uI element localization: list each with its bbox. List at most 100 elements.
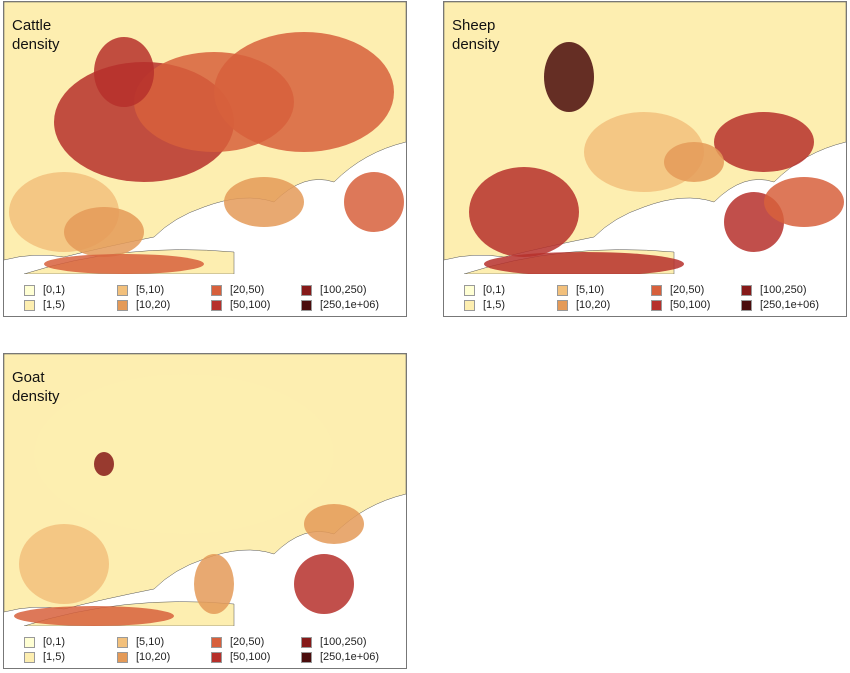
legend-label: [250,1e+06): [320, 299, 380, 311]
legend-item: [100,250): [301, 284, 366, 296]
density-region: [714, 112, 814, 172]
legend-item: [10,20): [117, 299, 170, 311]
density-region: [94, 452, 114, 476]
legend-swatch: [741, 299, 752, 311]
legend-swatch: [301, 299, 312, 311]
map: [4, 2, 406, 274]
legend-swatch: [557, 284, 568, 296]
legend-swatch: [211, 284, 222, 296]
legend-swatch: [24, 284, 35, 296]
legend-swatch: [301, 284, 312, 296]
legend-swatch: [24, 299, 35, 311]
legend-label: [5,10): [136, 284, 165, 296]
legend-item: [100,250): [301, 636, 366, 648]
panel-title: Goat density: [12, 369, 60, 405]
legend-item: [0,1): [24, 284, 65, 296]
legend-label: [100,250): [320, 636, 367, 648]
legend-label: [10,20): [136, 299, 171, 311]
legend-label: [5,10): [576, 284, 605, 296]
legend-swatch: [117, 651, 128, 663]
legend-label: [100,250): [320, 284, 367, 296]
density-region: [64, 207, 144, 257]
legend-label: [10,20): [136, 651, 171, 663]
legend-swatch: [301, 651, 312, 663]
map-panel: Cattle density [0,1) [1,5) [5,10) [10,20) [20…: [3, 1, 407, 317]
legend-item: [5,10): [117, 636, 164, 648]
legend-swatch: [557, 299, 568, 311]
legend-item: [100,250): [741, 284, 806, 296]
legend-swatch: [741, 284, 752, 296]
legend-item: [10,20): [557, 299, 610, 311]
density-region: [44, 254, 204, 274]
legend-label: [250,1e+06): [760, 299, 820, 311]
legend-item: [10,20): [117, 651, 170, 663]
density-region: [14, 606, 174, 626]
legend-item: [20,50): [211, 284, 264, 296]
legend-swatch: [464, 299, 475, 311]
legend-swatch: [117, 636, 128, 648]
legend-swatch: [211, 299, 222, 311]
legend-item: [250,1e+06): [741, 299, 819, 311]
map: [4, 354, 406, 626]
map-panel: Sheep density [0,1) [1,5) [5,10) [10,20) [20,…: [443, 1, 847, 317]
legend-item: [5,10): [557, 284, 604, 296]
density-region: [304, 504, 364, 544]
legend-swatch: [117, 299, 128, 311]
legend-item: [5,10): [117, 284, 164, 296]
panel-title: Cattle density: [12, 17, 60, 53]
density-region: [214, 32, 394, 152]
legend-swatch: [211, 636, 222, 648]
legend-label: [1,5): [483, 299, 506, 311]
legend-label: [5,10): [136, 636, 165, 648]
legend-swatch: [24, 651, 35, 663]
legend-label: [100,250): [760, 284, 807, 296]
legend-label: [0,1): [43, 636, 66, 648]
legend-swatch: [24, 636, 35, 648]
density-region: [34, 374, 334, 534]
legend-label: [0,1): [43, 284, 66, 296]
legend-label: [20,50): [230, 636, 265, 648]
legend-swatch: [651, 284, 662, 296]
legend-item: [1,5): [24, 299, 65, 311]
map-panel: Goat density [0,1) [1,5) [5,10) [10,20) [20,5…: [3, 353, 407, 669]
legend-item: [0,1): [464, 284, 505, 296]
legend-swatch: [651, 299, 662, 311]
density-region: [224, 177, 304, 227]
legend-label: [0,1): [483, 284, 506, 296]
density-region: [469, 167, 579, 257]
legend-swatch: [211, 651, 222, 663]
legend-swatch: [301, 636, 312, 648]
density-region: [764, 177, 844, 227]
density-region: [484, 252, 684, 274]
legend-item: [1,5): [24, 651, 65, 663]
density-region: [664, 142, 724, 182]
legend-swatch: [117, 284, 128, 296]
legend-label: [20,50): [230, 284, 265, 296]
legend-label: [10,20): [576, 299, 611, 311]
legend-item: [50,100): [651, 299, 710, 311]
legend-label: [20,50): [670, 284, 705, 296]
legend-item: [0,1): [24, 636, 65, 648]
legend-item: [250,1e+06): [301, 299, 379, 311]
legend-item: [50,100): [211, 299, 270, 311]
density-region: [19, 524, 109, 604]
legend-item: [20,50): [651, 284, 704, 296]
density-region: [544, 42, 594, 112]
legend-item: [1,5): [464, 299, 505, 311]
legend-label: [50,100): [670, 299, 711, 311]
legend-item: [20,50): [211, 636, 264, 648]
legend-label: [1,5): [43, 299, 66, 311]
legend-swatch: [464, 284, 475, 296]
legend-item: [50,100): [211, 651, 270, 663]
panel-title: Sheep density: [452, 17, 500, 53]
legend-label: [1,5): [43, 651, 66, 663]
density-region: [94, 37, 154, 107]
legend-label: [250,1e+06): [320, 651, 380, 663]
legend-label: [50,100): [230, 299, 271, 311]
density-region: [344, 172, 404, 232]
legend-label: [50,100): [230, 651, 271, 663]
density-region: [194, 554, 234, 614]
map: [444, 2, 846, 274]
density-region: [294, 554, 354, 614]
